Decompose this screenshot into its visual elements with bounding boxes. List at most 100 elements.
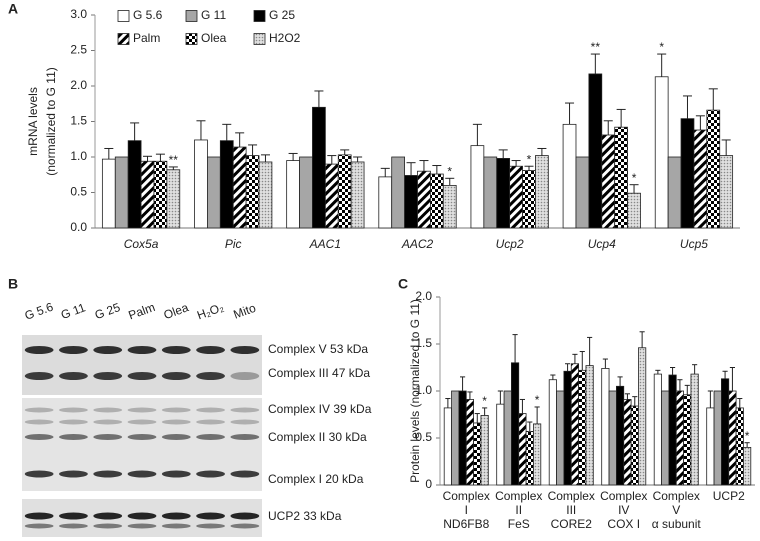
bar [578,369,587,486]
error-bar [692,364,698,375]
bar [473,422,482,486]
x-tick-label: Complex [548,489,595,503]
y-tick-label: 0.0 [70,220,87,234]
error-bar [314,90,324,108]
band-label: UCP2 33 kDa [268,509,342,523]
blot-band [127,346,157,354]
blot-band [230,523,260,529]
band-label: Complex III 47 kDa [268,366,370,380]
significance-label: * [535,393,540,407]
x-tick-label: Ucp5 [680,237,708,251]
significance-label: * [745,429,750,443]
blot-band [93,372,123,380]
bar [601,368,610,486]
significance-label: * [447,164,452,178]
x-tick-label: FeS [508,517,530,531]
error-bar [670,367,676,376]
error-bar [695,115,705,131]
x-tick-label: CORE2 [551,517,593,531]
bar [690,373,699,486]
bar [451,390,460,486]
bar [101,158,116,229]
error-bar [511,160,521,167]
blot-band [93,434,123,440]
error-bar [657,53,667,77]
blot-band [230,512,260,520]
lane-label: Olea [162,300,191,322]
lane-label: G 11 [59,300,88,322]
blot-band [196,372,225,380]
lane-label: G 25 [93,300,123,322]
error-bar [248,144,258,156]
blot-band [196,407,225,413]
error-bar [579,351,585,371]
lane-label: G 5.6 [23,300,56,323]
bar [417,170,431,229]
band-label: Complex I 20 kDa [268,472,364,486]
x-tick-label: Pic [225,237,242,251]
blot-band [24,512,54,520]
x-tick-label: α subunit [652,517,702,531]
bar [630,405,639,486]
y-tick-label: 2.5 [70,43,87,57]
blot-band [127,407,157,413]
error-bar [143,155,153,162]
error-bar [729,367,735,391]
panel-label: C [398,276,408,292]
blot-band [196,346,225,354]
bar [608,390,617,486]
bar [588,73,603,229]
error-bar [460,376,466,391]
x-tick-label: Cox5a [124,237,159,251]
legend-label: Palm [133,31,160,45]
blot-band [196,434,225,440]
error-bar [629,184,639,194]
blot-band [196,512,225,520]
bar [286,160,300,229]
bar [153,160,168,229]
bar [522,170,536,229]
blot-band [161,434,191,440]
blot-band [161,372,191,380]
error-bar [482,407,488,416]
blot-band [93,470,123,478]
y-tick-label: 1.5 [70,114,87,128]
bar [525,431,534,486]
error-bar [497,390,503,405]
legend-swatch [185,10,198,22]
error-bar [196,120,206,140]
error-bar [655,369,661,375]
bar [535,155,549,229]
bar [483,156,498,229]
blot-band [59,372,88,380]
blot-band [127,372,157,380]
error-bar [327,155,337,165]
error-bar [684,384,690,395]
lane-label: Mito [232,301,258,322]
legend-label: G 25 [269,8,295,22]
bar [299,156,313,229]
error-bar [590,53,600,74]
bar [404,175,418,229]
error-bar [474,413,480,423]
blot-band [59,407,88,413]
bar [601,134,616,229]
significance-label: * [482,394,487,408]
x-tick-label: COX I [607,517,640,531]
legend-swatch [253,10,266,22]
blot-band [196,419,225,425]
bar [721,378,730,486]
blot-band [161,512,191,520]
blot-band [196,523,225,529]
bar [693,129,708,229]
blot-band [127,512,157,520]
error-bar [406,162,416,176]
error-bar [572,353,578,364]
bar [442,184,457,229]
error-bar [524,165,534,171]
bar [378,176,393,229]
bar [614,126,628,229]
panel-label: A [8,1,18,17]
blot-band [24,470,54,478]
